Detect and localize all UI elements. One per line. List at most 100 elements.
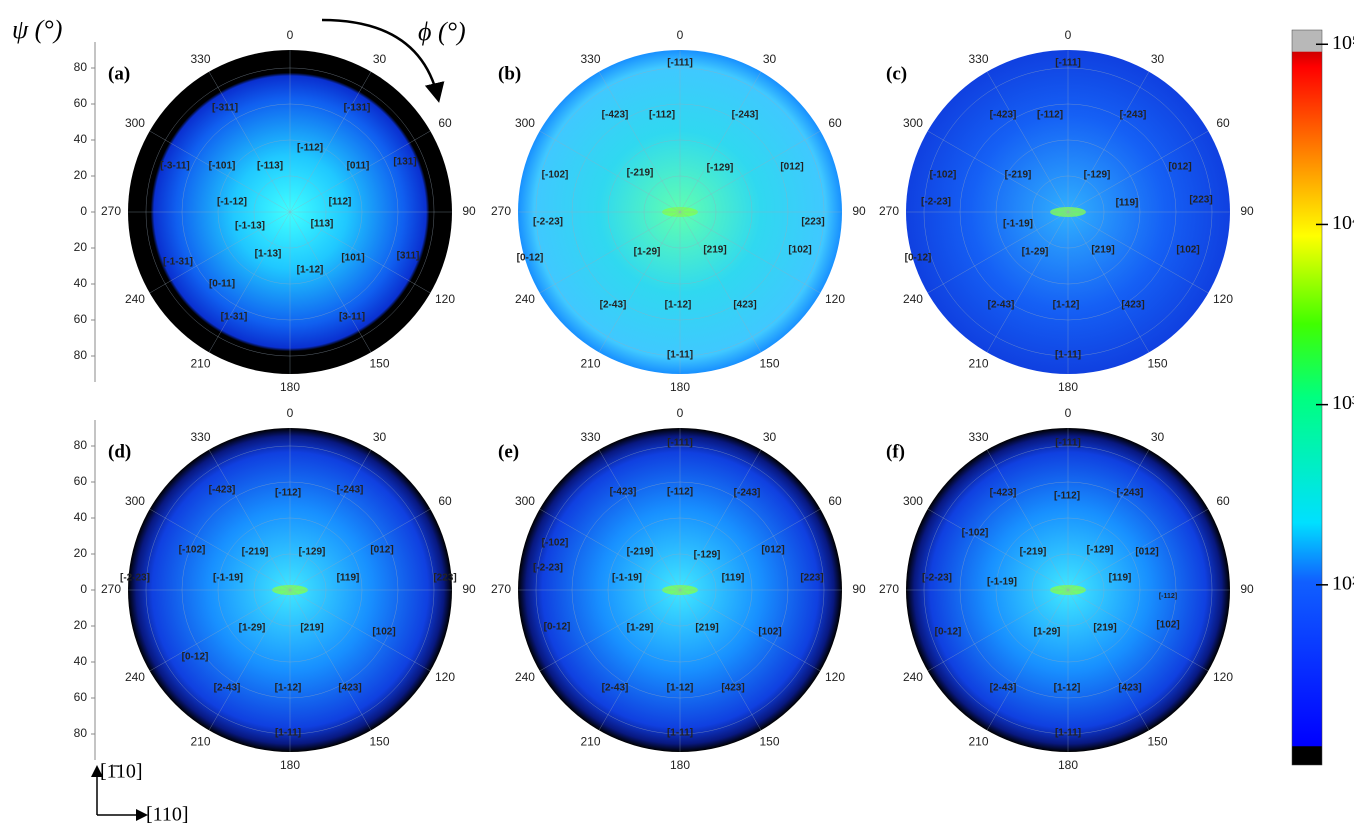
miller-index-label: [-423] [610,487,637,498]
miller-index-label: [-102] [542,538,569,549]
miller-index-label: [-1-13] [235,221,265,232]
phi-tick-label: 180 [1058,758,1078,772]
phi-tick-label: 30 [1151,52,1165,66]
miller-index-label: [012] [780,162,803,173]
psi-tick-label: 60 [74,474,88,488]
phi-tick-label: 330 [190,52,210,66]
phi-tick-label: 210 [190,357,210,371]
miller-index-label: [1-11] [667,350,693,361]
phi-tick-label: 150 [759,357,779,371]
miller-index-label: [2-43] [602,683,629,694]
miller-index-label: [1-12] [297,265,324,276]
phi-tick-label: 180 [670,380,690,394]
miller-index-label: [0-12] [517,253,544,264]
miller-index-label: [-112] [297,143,323,154]
phi-tick-label: 90 [1240,582,1254,596]
phi-tick-label: 330 [968,430,988,444]
psi-tick-label: 60 [74,312,88,326]
phi-tick-label: 150 [1147,735,1167,749]
phi-tick-label: 60 [828,494,842,508]
phi-tick-label: 90 [462,204,476,218]
miller-index-label: [101] [341,253,364,264]
psi-tick-label: 0 [80,204,87,218]
miller-index-label: [223] [1189,195,1212,206]
miller-index-label: [-129] [1084,170,1111,181]
miller-index-label: [-2-23] [120,573,150,584]
miller-index-label: [012] [761,545,784,556]
phi-tick-label: 180 [280,380,300,394]
phi-tick-label: 270 [101,582,121,596]
miller-index-label: [1-11] [1055,350,1081,361]
miller-index-label: [0-12] [182,652,209,663]
phi-tick-label: 150 [369,357,389,371]
miller-index-label: [119] [1116,198,1139,209]
miller-index-label: [-111] [667,438,693,449]
miller-index-label: [423] [721,683,744,694]
phi-tick-label: 120 [825,292,845,306]
miller-index-label: [-1-19] [1003,219,1033,230]
miller-index-label: [112] [329,197,352,208]
miller-index-label: [-219] [627,168,654,179]
phi-tick-label: 120 [435,292,455,306]
phi-tick-label: 90 [852,204,866,218]
miller-index-label: [223] [800,573,823,584]
miller-index-label: [219] [300,623,323,634]
miller-index-label: [-1-19] [612,573,642,584]
miller-index-label: [-101] [209,161,236,172]
miller-index-label: [102] [758,627,781,638]
miller-index-label: [119] [337,573,360,584]
miller-index-label: [-111] [1055,438,1081,449]
miller-index-label: [-311] [212,103,238,114]
miller-index-label: [2-43] [990,683,1017,694]
miller-index-label: [1-11] [1055,728,1081,739]
miller-index-label: [-112] [1159,593,1177,600]
phi-tick-label: 30 [373,52,387,66]
miller-index-label: [3-11] [339,312,365,323]
miller-index-label: [-2-23] [921,197,951,208]
phi-tick-label: 210 [968,357,988,371]
miller-index-label: [102] [788,245,811,256]
panel-label: (c) [886,63,907,84]
miller-index-label: [119] [722,573,745,584]
phi-tick-label: 90 [462,582,476,596]
phi-tick-label: 90 [852,582,866,596]
phi-tick-label: 240 [903,670,923,684]
miller-index-label: [1-12] [667,683,694,694]
phi-tick-label: 60 [828,116,842,130]
miller-index-label: [113] [311,219,334,230]
miller-index-label: [012] [1135,547,1158,558]
phi-tick-label: 300 [903,116,923,130]
miller-index-label: [-243] [732,110,759,121]
psi-tick-label: 20 [74,546,88,560]
miller-index-label: [-423] [602,110,629,121]
phi-tick-label: 150 [369,735,389,749]
phi-tick-label: 180 [280,758,300,772]
miller-index-label: [-1-19] [213,573,243,584]
colorbar-tick-label: 10⁵ [1332,32,1354,54]
miller-index-label: [219] [703,245,726,256]
miller-index-label: [2-43] [600,300,627,311]
miller-index-label: [0-12] [544,622,571,633]
miller-index-label: [223] [801,217,824,228]
psi-tick-label: 80 [74,348,88,362]
psi-tick-label: 40 [74,276,88,290]
miller-index-label: [2-43] [214,683,241,694]
phi-tick-label: 270 [879,204,899,218]
miller-index-label: [0-12] [905,253,932,264]
phi-tick-label: 300 [515,116,535,130]
phi-tick-label: 90 [1240,204,1254,218]
phi-tick-label: 180 [670,758,690,772]
psi-tick-label: 80 [74,438,88,452]
miller-index-label: [-243] [337,485,364,496]
phi-tick-label: 120 [435,670,455,684]
phi-tick-label: 270 [491,204,511,218]
phi-tick-label: 240 [515,670,535,684]
miller-index-label: [0-11] [209,279,235,290]
phi-tick-label: 330 [580,52,600,66]
miller-index-label: [-129] [694,550,721,561]
miller-index-label: [011] [347,161,370,172]
psi-tick-label: 40 [74,510,88,524]
miller-index-label: [012] [1168,162,1191,173]
direction-label: [1̄10] [100,761,143,783]
miller-index-label: [1-29] [634,247,661,258]
